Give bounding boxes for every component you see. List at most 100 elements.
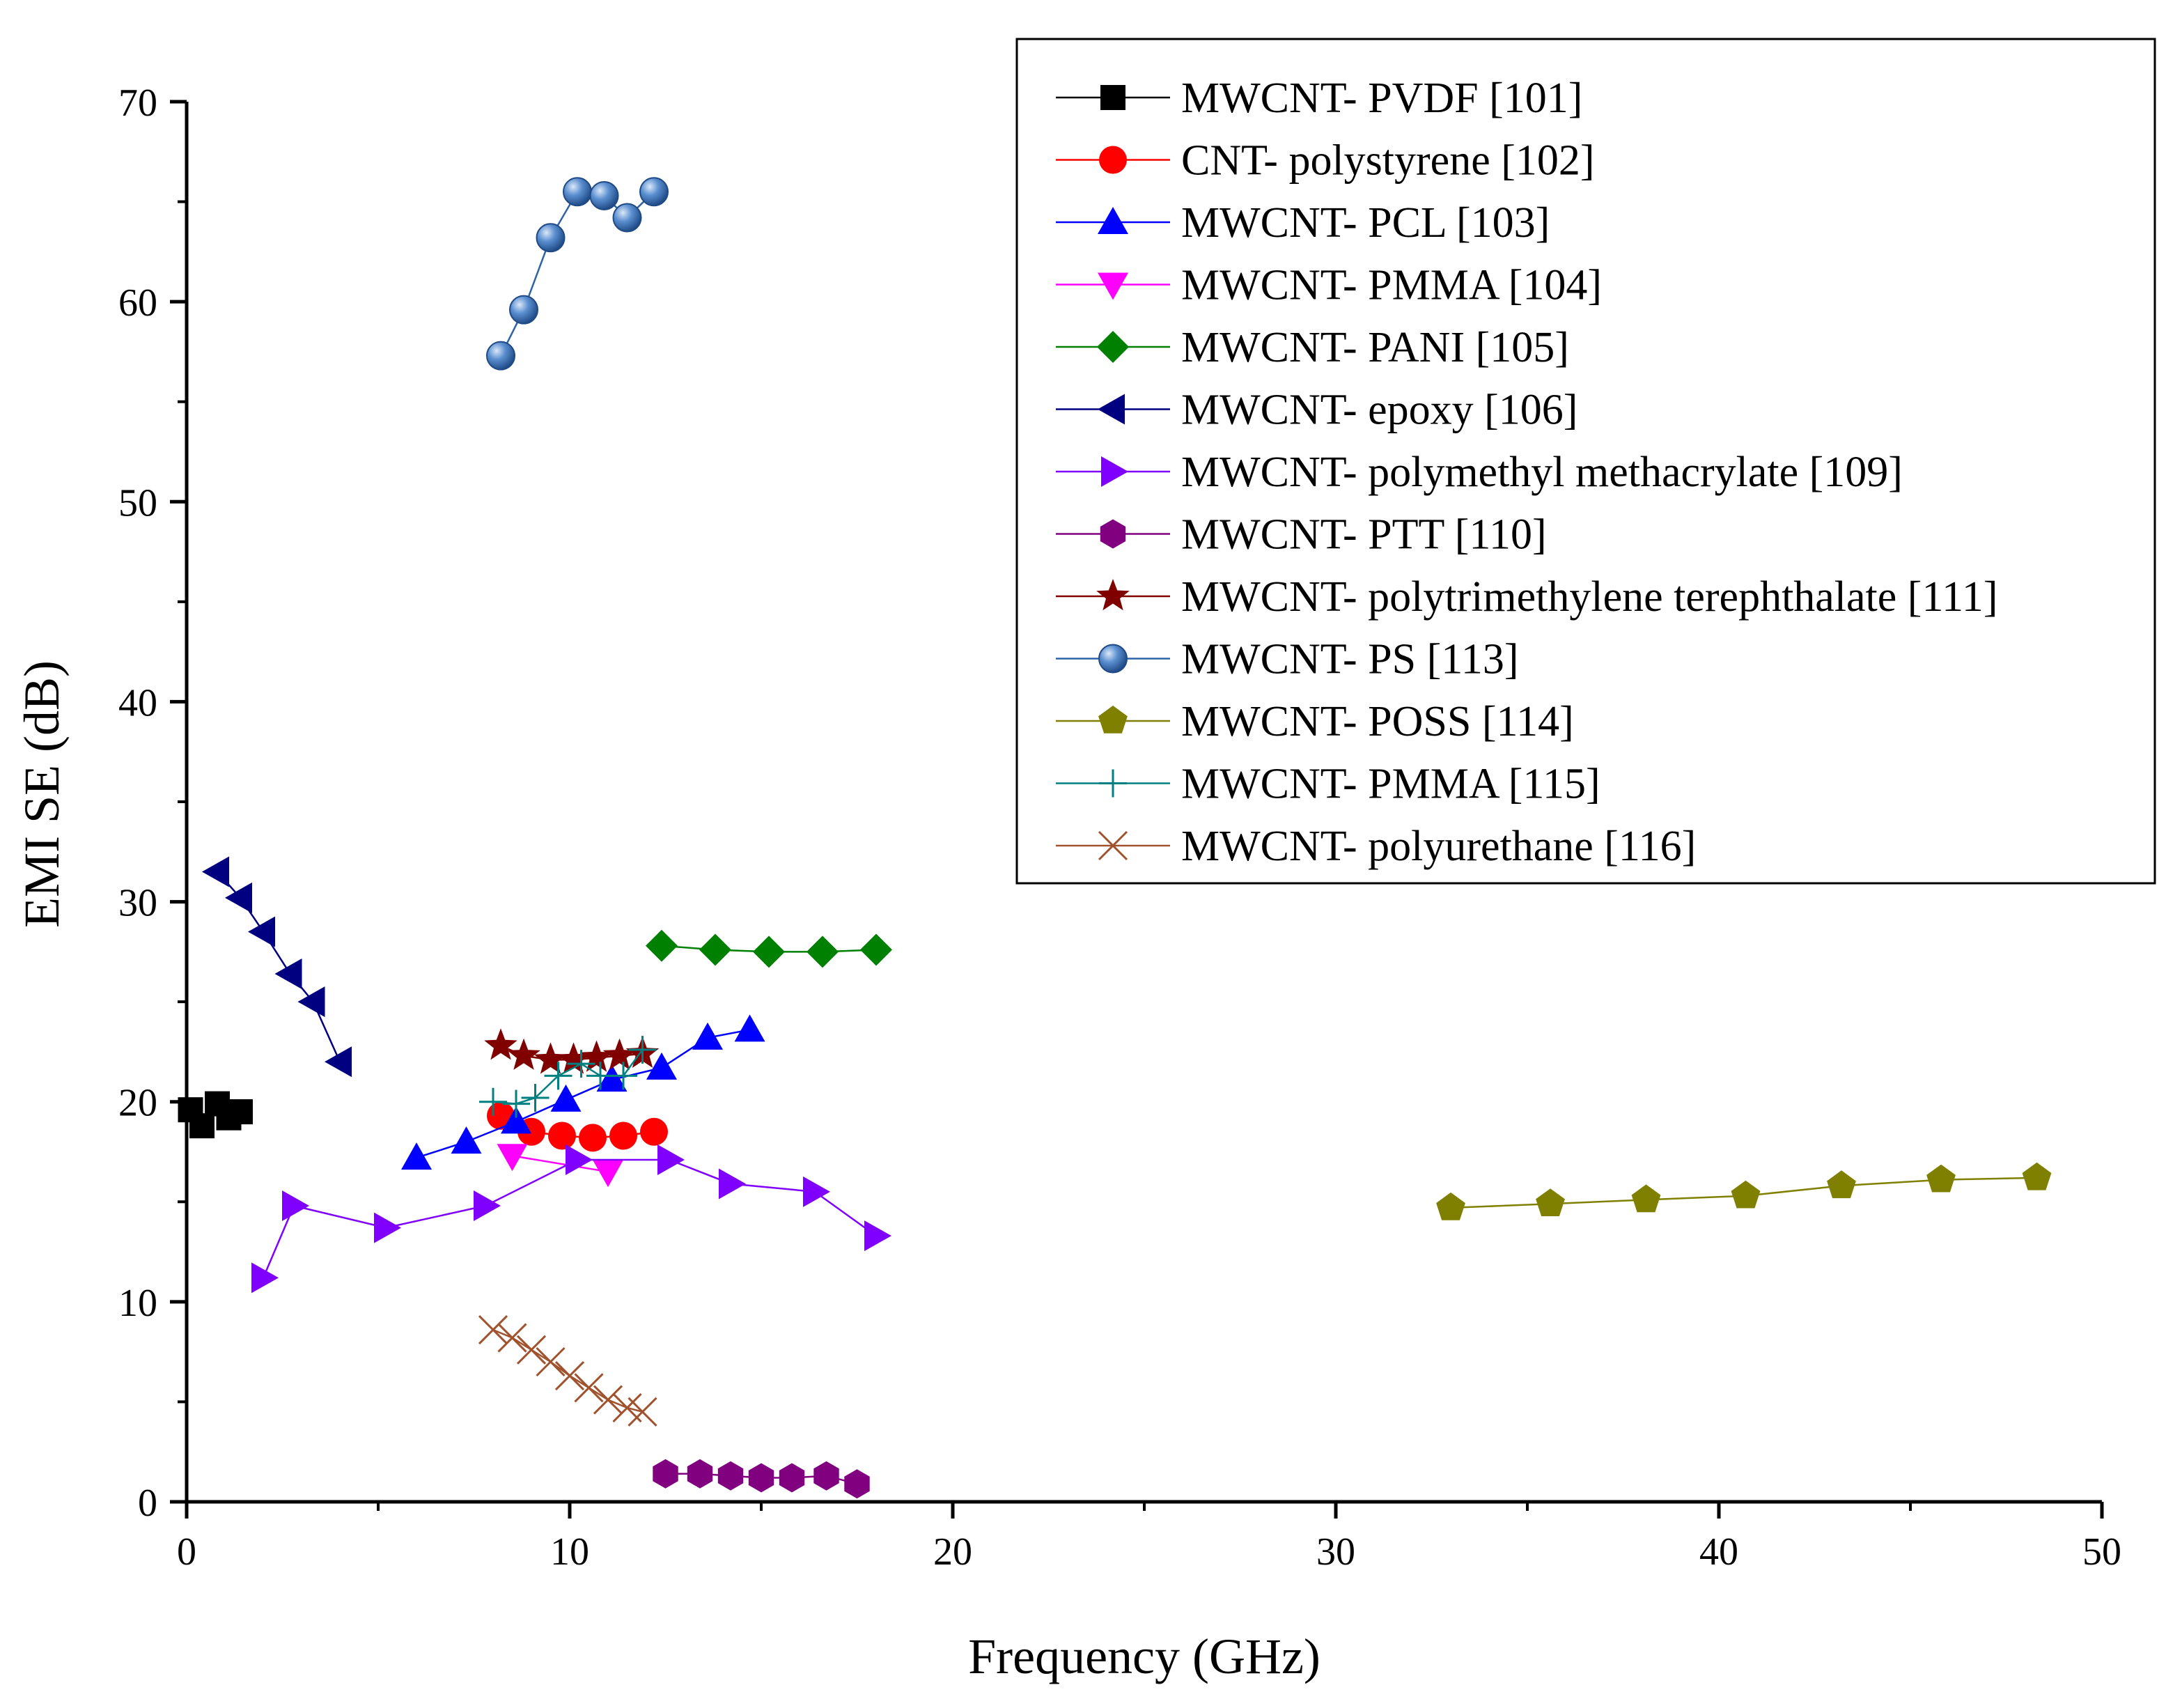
data-point bbox=[536, 223, 566, 253]
data-point bbox=[479, 1087, 507, 1116]
data-point bbox=[639, 177, 669, 207]
data-point bbox=[374, 1212, 401, 1243]
series-line bbox=[512, 1154, 609, 1173]
legend-marker bbox=[1098, 394, 1125, 425]
data-point bbox=[1731, 1180, 1761, 1209]
data-point bbox=[544, 1062, 572, 1090]
data-point bbox=[554, 1361, 585, 1391]
data-point bbox=[1536, 1188, 1565, 1216]
legend-item: CNT- polystyrene [102] bbox=[1056, 137, 1595, 185]
data-point bbox=[653, 1459, 678, 1489]
data-point bbox=[646, 929, 678, 962]
legend-label: MWCNT- POSS [114] bbox=[1181, 698, 1574, 745]
data-point bbox=[297, 986, 325, 1018]
data-point bbox=[717, 1461, 744, 1491]
y-tick-label: 30 bbox=[118, 882, 157, 925]
legend-item: MWCNT- PANI [105] bbox=[1056, 324, 1569, 371]
data-point bbox=[1631, 1184, 1661, 1213]
legend-item: MWCNT- polytrimethylene terephthalate [1… bbox=[1056, 573, 1998, 621]
data-point bbox=[282, 1190, 309, 1222]
legend-marker bbox=[1101, 456, 1128, 487]
legend-marker bbox=[1098, 706, 1128, 733]
data-point bbox=[687, 1459, 713, 1489]
legend-label: MWCNT- polyurethane [116] bbox=[1181, 823, 1696, 870]
series-line bbox=[262, 1158, 877, 1278]
series-12 bbox=[478, 1314, 657, 1427]
data-point bbox=[692, 1022, 723, 1050]
legend-item: MWCNT- polymethyl methacrylate [109] bbox=[1056, 449, 1903, 496]
data-point bbox=[497, 1144, 528, 1172]
legend-marker bbox=[1097, 331, 1129, 363]
axes: 0 10 20 30 40 50 0 10 20 30 40 50 60 70 bbox=[118, 81, 2121, 1574]
legend-marker bbox=[1100, 519, 1126, 549]
data-point bbox=[248, 916, 275, 947]
y-tick-label: 60 bbox=[118, 281, 157, 325]
legend-marker bbox=[1098, 207, 1128, 234]
data-point bbox=[748, 1463, 774, 1493]
series-7 bbox=[653, 1459, 870, 1499]
data-point bbox=[536, 1346, 566, 1377]
data-point bbox=[566, 1144, 593, 1175]
data-point bbox=[189, 1113, 215, 1139]
x-tick-label: 50 bbox=[2082, 1530, 2121, 1574]
legend-box bbox=[1015, 38, 2156, 885]
series-2 bbox=[401, 1014, 765, 1170]
legend-item: MWCNT- polyurethane [116] bbox=[1056, 823, 1696, 870]
legend-item: MWCNT- PMMA [104] bbox=[1056, 262, 1602, 309]
y-tick-label: 50 bbox=[118, 481, 157, 525]
data-point bbox=[734, 1014, 765, 1042]
data-point bbox=[860, 933, 892, 966]
series-0 bbox=[178, 1091, 253, 1139]
data-point bbox=[225, 882, 252, 913]
data-point bbox=[325, 1046, 352, 1078]
data-point bbox=[807, 935, 839, 968]
data-point bbox=[502, 1089, 530, 1118]
series-5 bbox=[202, 856, 352, 1078]
legend-label: MWCNT- PCL [103] bbox=[1181, 199, 1550, 247]
data-point bbox=[484, 1028, 517, 1060]
legend-item: MWCNT- PS [113] bbox=[1056, 636, 1519, 683]
legend: MWCNT- PVDF [101] CNT- polystyrene [102] M… bbox=[1015, 38, 2156, 885]
legend-item: MWCNT- PVDF [101] bbox=[1056, 75, 1582, 122]
data-point bbox=[251, 1262, 279, 1294]
legend-marker bbox=[1096, 579, 1130, 611]
series-3 bbox=[497, 1144, 623, 1188]
data-point bbox=[548, 1121, 576, 1150]
legend-item: MWCNT- epoxy [106] bbox=[1056, 387, 1577, 434]
x-axis-title: Frequency (GHz) bbox=[968, 1629, 1320, 1684]
legend-marker bbox=[1098, 272, 1128, 300]
data-point bbox=[640, 1117, 668, 1146]
data-point bbox=[474, 1190, 501, 1222]
data-point bbox=[550, 1084, 582, 1112]
legend-label: MWCNT- PTT [110] bbox=[1181, 511, 1547, 559]
data-point bbox=[589, 180, 619, 210]
legend-item: MWCNT- PCL [103] bbox=[1056, 199, 1550, 247]
data-point bbox=[657, 1144, 685, 1175]
data-point bbox=[401, 1142, 432, 1170]
data-point bbox=[563, 177, 592, 207]
legend-marker bbox=[1098, 644, 1128, 674]
data-point bbox=[813, 1461, 839, 1491]
data-point bbox=[516, 1335, 547, 1365]
data-point bbox=[579, 1124, 607, 1152]
x-tick-label: 10 bbox=[550, 1530, 589, 1574]
data-point bbox=[274, 958, 302, 989]
data-point bbox=[609, 1121, 637, 1150]
legend-item: MWCNT- PMMA [115] bbox=[1056, 761, 1600, 808]
data-point bbox=[844, 1469, 870, 1499]
legend-marker bbox=[1098, 830, 1128, 861]
legend-label: MWCNT- PANI [105] bbox=[1181, 324, 1569, 371]
data-point bbox=[593, 1160, 623, 1188]
data-point bbox=[1926, 1164, 1956, 1193]
legend-label: MWCNT- PVDF [101] bbox=[1181, 75, 1582, 122]
data-point bbox=[699, 933, 731, 966]
series-9 bbox=[486, 177, 669, 371]
legend-marker bbox=[1099, 769, 1127, 798]
data-point bbox=[574, 1373, 604, 1403]
data-point bbox=[1827, 1170, 1856, 1199]
data-point bbox=[507, 1038, 540, 1070]
data-series bbox=[178, 177, 2052, 1499]
series-10 bbox=[1436, 1162, 2052, 1220]
data-point bbox=[2022, 1162, 2052, 1190]
